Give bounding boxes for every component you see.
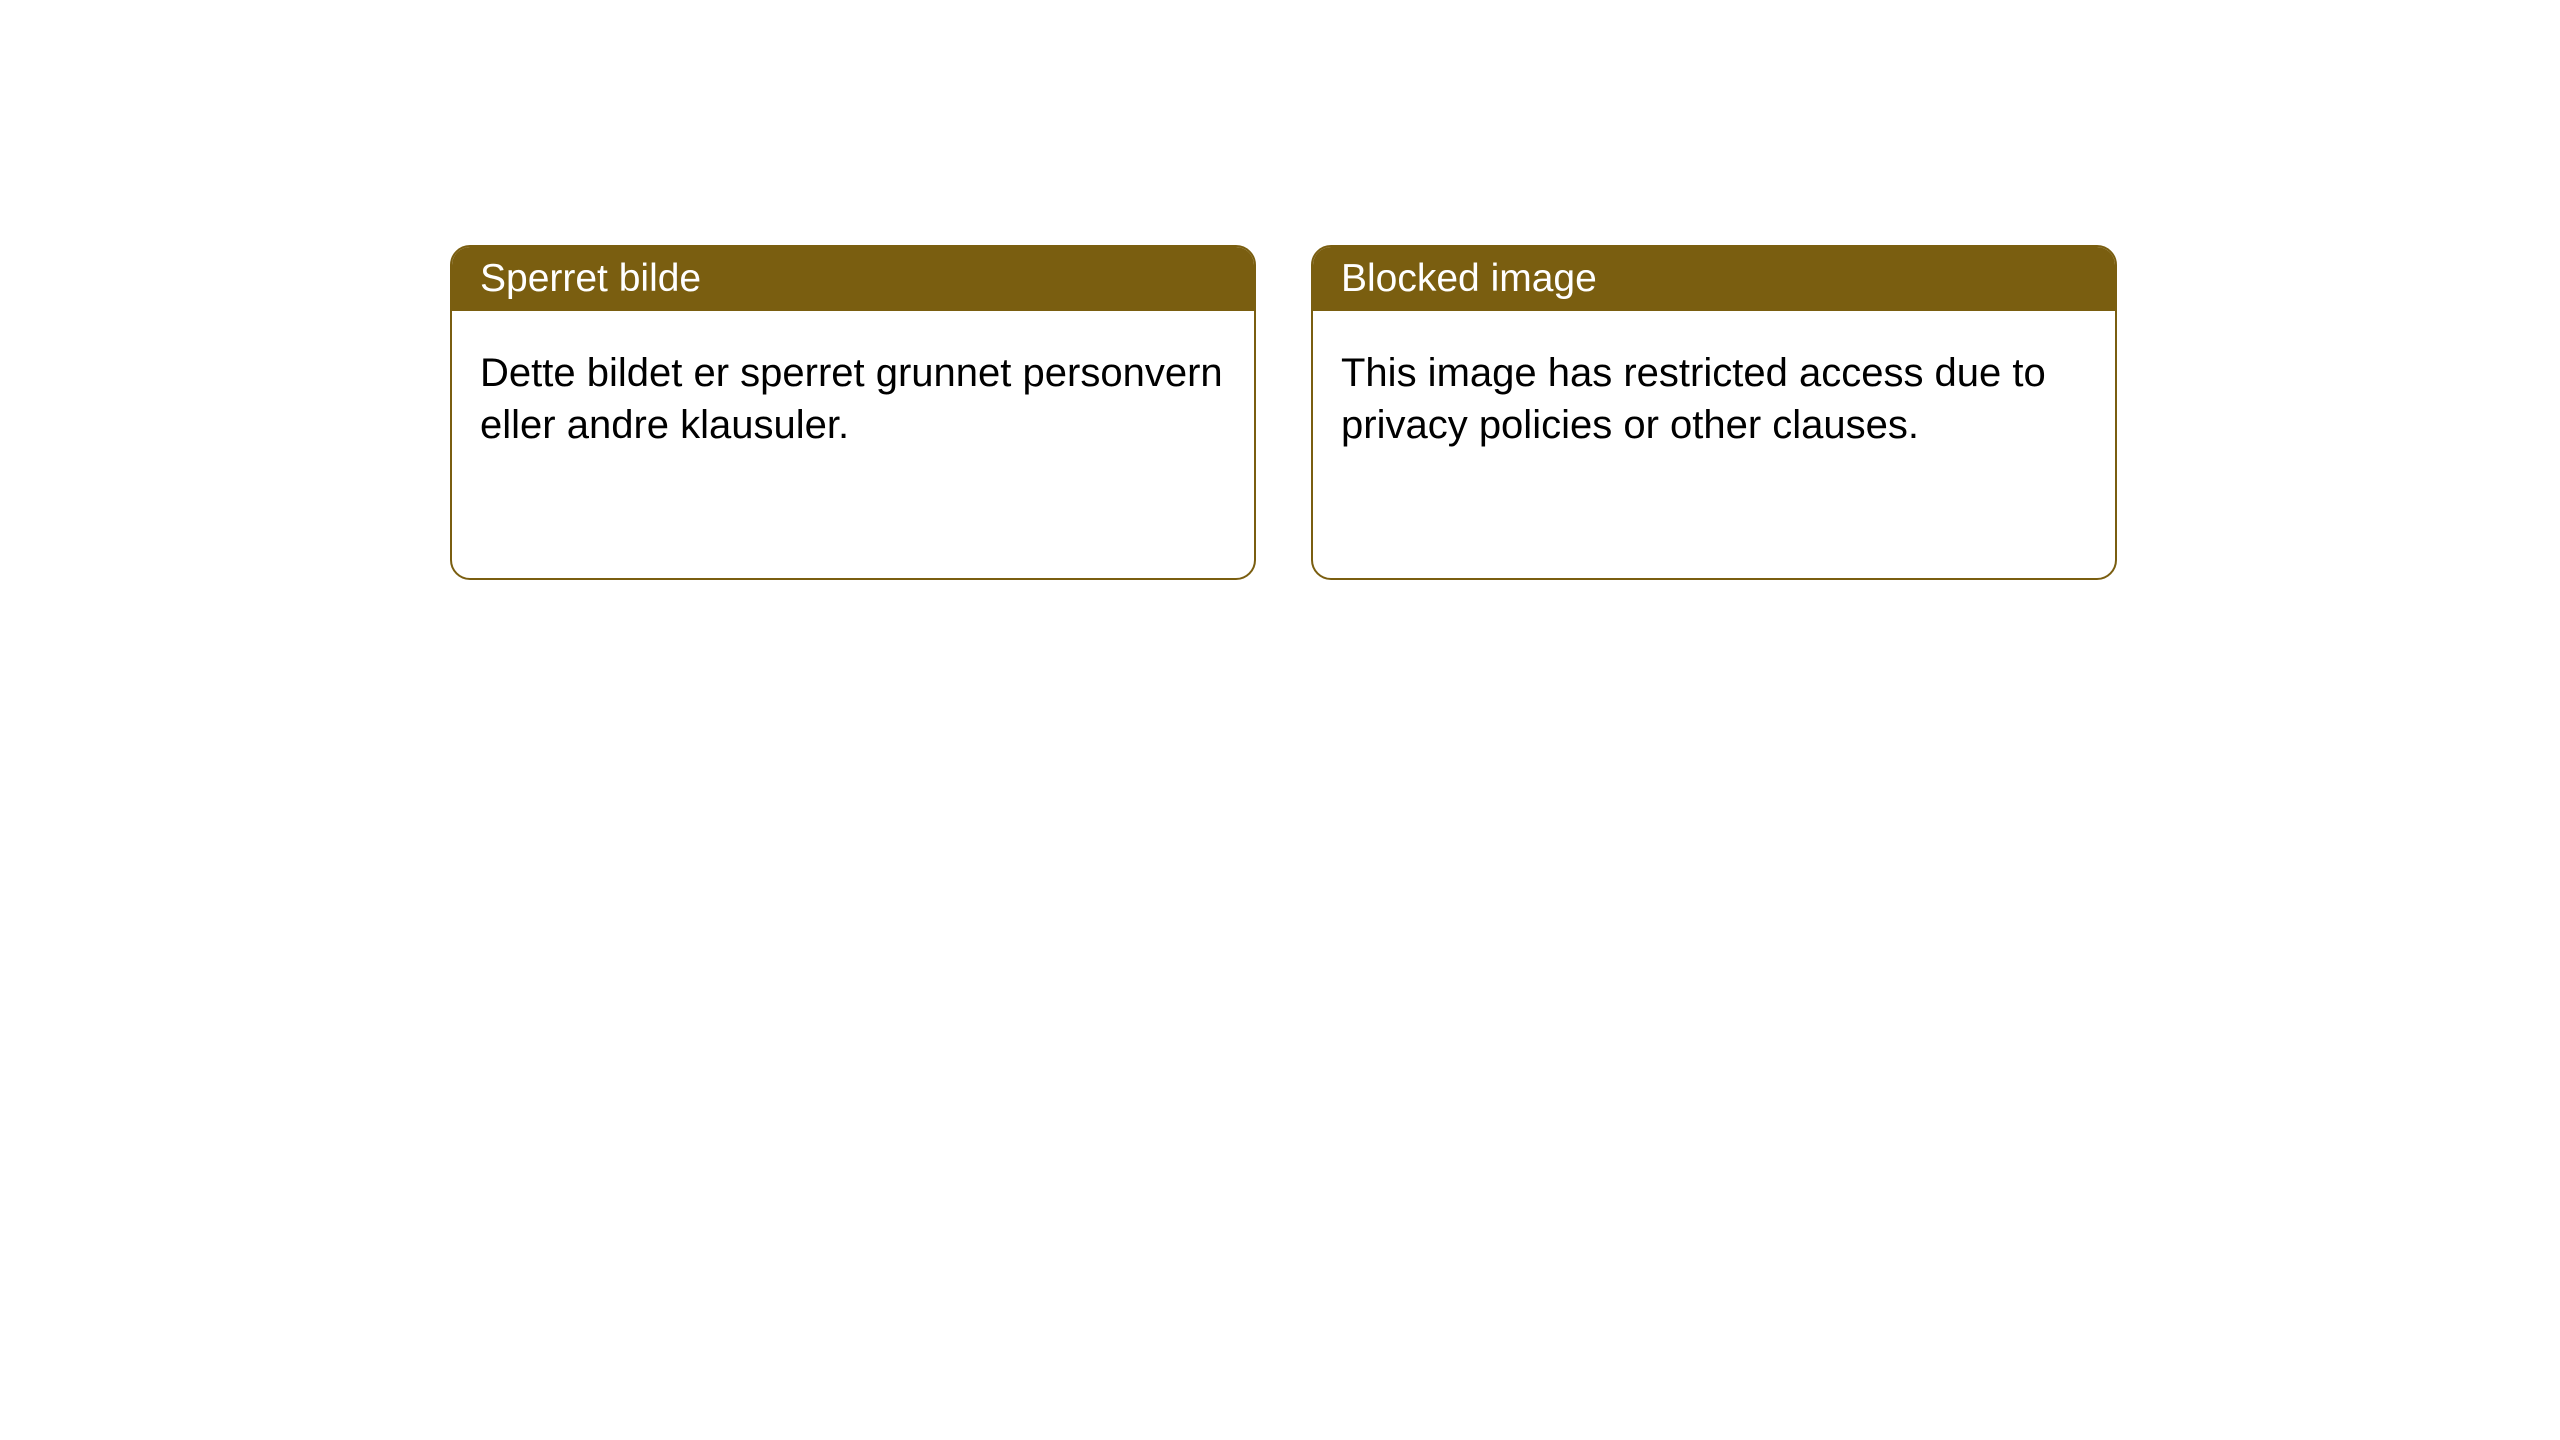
card-body-text: Dette bildet er sperret grunnet personve… (480, 351, 1223, 447)
card-title: Blocked image (1341, 257, 1597, 300)
card-header: Sperret bilde (452, 247, 1254, 311)
notice-card-container: Sperret bilde Dette bildet er sperret gr… (0, 0, 2560, 580)
card-title: Sperret bilde (480, 257, 701, 300)
notice-card-norwegian: Sperret bilde Dette bildet er sperret gr… (450, 245, 1256, 580)
notice-card-english: Blocked image This image has restricted … (1311, 245, 2117, 580)
card-body-text: This image has restricted access due to … (1341, 351, 2046, 447)
card-header: Blocked image (1313, 247, 2115, 311)
card-body: This image has restricted access due to … (1313, 311, 2115, 487)
card-body: Dette bildet er sperret grunnet personve… (452, 311, 1254, 487)
